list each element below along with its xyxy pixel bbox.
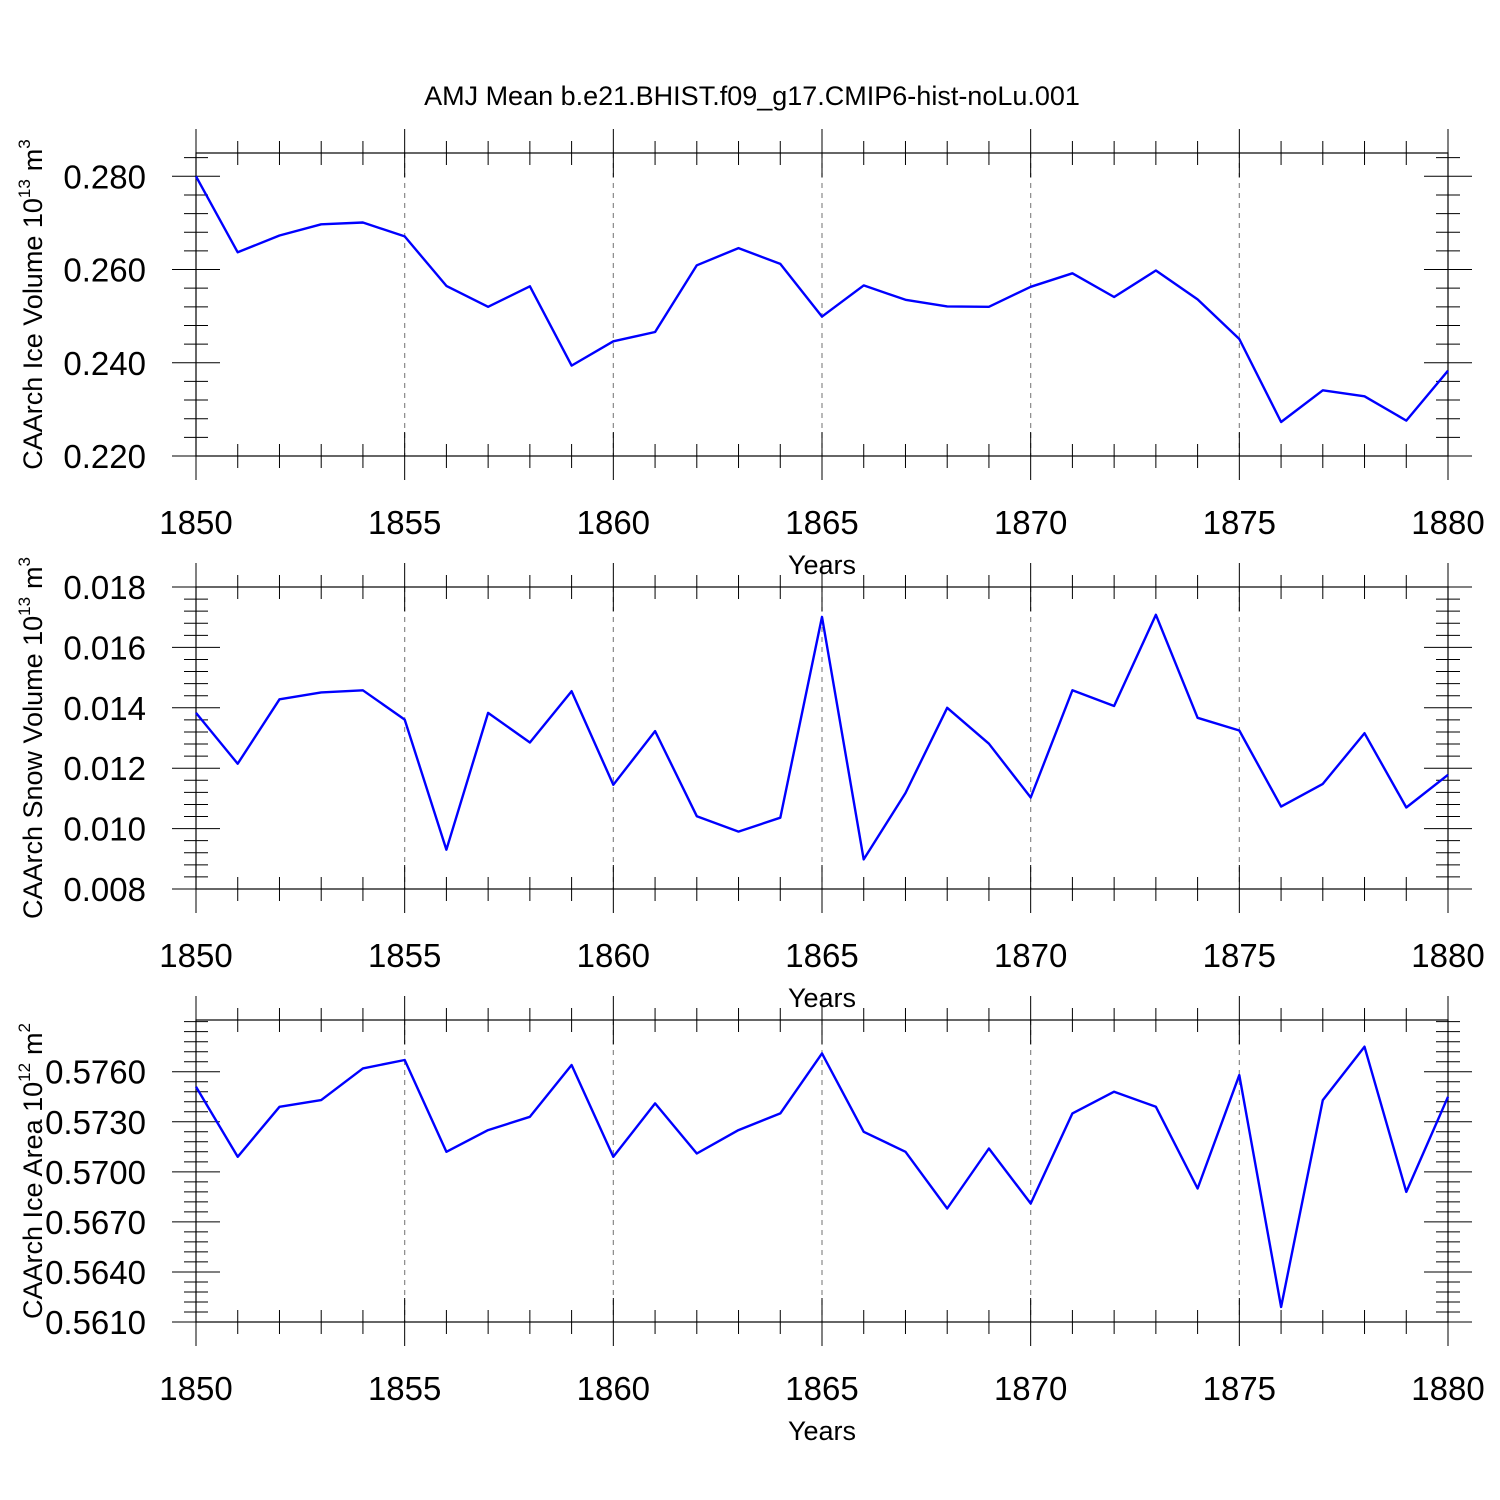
y-tick-label: 0.010 <box>63 811 146 848</box>
y-tick-label: 0.018 <box>63 569 146 606</box>
x-tick-label: 1870 <box>994 504 1067 541</box>
x-tick-label: 1875 <box>1203 1370 1276 1407</box>
x-tick-label: 1865 <box>785 937 858 974</box>
y-tick-label: 0.260 <box>63 252 146 289</box>
y-tick-label: 0.012 <box>63 750 146 787</box>
x-tick-label: 1870 <box>994 937 1067 974</box>
x-tick-label: 1860 <box>577 504 650 541</box>
y-tick-label: 0.240 <box>63 345 146 382</box>
y-axis-label: CAArch Snow Volume 1013 m3 <box>15 557 48 919</box>
x-tick-label: 1850 <box>159 504 232 541</box>
y-axis-label-exponent: 13 <box>15 179 34 198</box>
y-axis-label-exponent: 13 <box>15 597 34 616</box>
series-line <box>194 1045 1450 1309</box>
chart-title: AMJ Mean b.e21.BHIST.f09_g17.CMIP6-hist-… <box>424 81 1080 111</box>
x-tick-label: 1850 <box>159 1370 232 1407</box>
y-axis-label-text: CAArch Ice Volume 10 <box>18 198 48 470</box>
panel-1: 1850 1855 1860 1865 1870 1875 1880 0.280 0.260 0.… <box>15 129 1485 580</box>
x-tick-label: 1880 <box>1411 504 1484 541</box>
y-tick-label: 0.5700 <box>45 1154 146 1191</box>
x-tick-label: 1850 <box>159 937 232 974</box>
panel-3: 1850 1855 1860 1865 1870 1875 1880 0.5760 0.5730… <box>15 996 1485 1446</box>
x-tick-label: 1855 <box>368 1370 441 1407</box>
y-axis-label-unit: m <box>18 149 48 172</box>
y-tick-label: 0.5610 <box>45 1304 146 1341</box>
y-tick-label: 0.5670 <box>45 1204 146 1241</box>
y-tick-label: 0.280 <box>63 158 146 195</box>
y-tick-label: 0.5730 <box>45 1104 146 1141</box>
y-axis-label-unit-exponent: 3 <box>15 139 34 148</box>
x-tick-label: 1875 <box>1203 504 1276 541</box>
y-tick-label: 0.220 <box>63 438 146 475</box>
y-axis-label-text: CAArch Ice Area 10 <box>18 1082 48 1319</box>
x-tick-label: 1880 <box>1411 937 1484 974</box>
x-tick-label: 1860 <box>577 1370 650 1407</box>
x-tick-label: 1875 <box>1203 937 1276 974</box>
x-tick-label: 1860 <box>577 937 650 974</box>
y-axis-label: CAArch Ice Area 1012 m2 <box>15 1023 48 1319</box>
x-tick-label: 1865 <box>785 504 858 541</box>
x-tick-label: 1865 <box>785 1370 858 1407</box>
x-axis-label: Years <box>788 1416 856 1446</box>
y-tick-label: 0.008 <box>63 871 146 908</box>
y-axis-label-unit-exponent: 2 <box>15 1023 34 1032</box>
y-tick-label: 0.5640 <box>45 1254 146 1291</box>
y-axis-label-exponent: 12 <box>15 1063 34 1082</box>
x-tick-label: 1870 <box>994 1370 1067 1407</box>
x-tick-label: 1855 <box>368 937 441 974</box>
y-axis-label-unit: m <box>18 566 48 589</box>
x-tick-label: 1880 <box>1411 1370 1484 1407</box>
y-tick-label: 0.014 <box>63 690 146 727</box>
y-axis-label-text: CAArch Snow Volume 10 <box>18 616 48 919</box>
y-tick-label: 0.5760 <box>45 1054 146 1091</box>
x-tick-label: 1855 <box>368 504 441 541</box>
y-axis-label: CAArch Ice Volume 1013 m3 <box>15 139 48 470</box>
y-tick-label: 0.016 <box>63 629 146 666</box>
y-axis-label-unit-exponent: 3 <box>15 557 34 566</box>
y-axis-label-unit: m <box>18 1032 48 1055</box>
panel-2: 1850 1855 1860 1865 1870 1875 1880 0.018 0.016 0.… <box>15 557 1485 1013</box>
